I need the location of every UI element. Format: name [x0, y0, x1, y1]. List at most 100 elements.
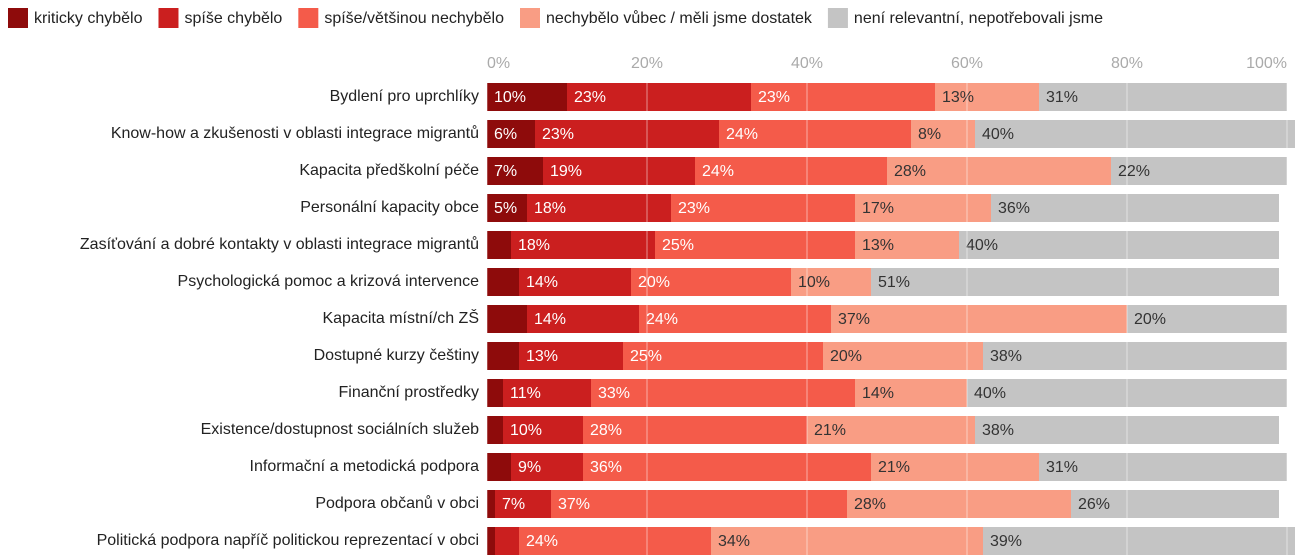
data-label: 13% [942, 89, 974, 106]
data-label: 13% [862, 237, 894, 254]
bar-segment [487, 527, 495, 555]
legend-label: nechybělo vůbec / měli jsme dostatek [546, 9, 813, 27]
data-label: 24% [726, 126, 758, 143]
data-label: 24% [526, 533, 558, 550]
data-label: 25% [662, 237, 694, 254]
data-label: 23% [574, 89, 606, 106]
bar-segment [487, 305, 527, 333]
bar-segment [495, 527, 519, 555]
bar-segment [1127, 305, 1287, 333]
data-label: 51% [878, 274, 910, 291]
data-label: 11% [510, 385, 541, 402]
data-label: 23% [542, 126, 574, 143]
data-label: 18% [534, 200, 566, 217]
bar-segment [519, 342, 623, 370]
data-label: 38% [990, 348, 1022, 365]
category-label: Kapacita místní/ch ZŠ [322, 308, 479, 327]
bar-segment [1071, 490, 1279, 518]
bar-segment [519, 527, 711, 555]
data-label: 23% [758, 89, 790, 106]
bar-segment [591, 379, 855, 407]
data-label: 25% [630, 348, 662, 365]
data-label: 14% [526, 274, 558, 291]
category-label: Politická podpora napříč politickou repr… [97, 532, 479, 549]
legend-swatch [158, 8, 179, 28]
legend-swatch [298, 8, 319, 28]
bar-segment [535, 120, 719, 148]
bar-segment [1039, 453, 1287, 481]
bar-segment [527, 305, 639, 333]
legend-label: spíše/většinou nechybělo [324, 10, 504, 27]
category-label: Psychologická pomoc a krizová intervence [178, 273, 480, 290]
bar-segment [487, 194, 527, 222]
data-label: 9% [518, 459, 541, 476]
bar-segment [519, 268, 631, 296]
x-tick-label: 60% [951, 55, 983, 72]
category-label: Informační a metodická podpora [250, 458, 480, 475]
legend-label: není relevantní, nepotřebovali jsme [854, 10, 1103, 27]
bar-segment [511, 231, 655, 259]
bar-segment [871, 453, 1039, 481]
bar-segment [887, 157, 1111, 185]
data-label: 36% [998, 200, 1030, 217]
data-label: 17% [862, 200, 894, 217]
x-tick-label: 40% [791, 55, 823, 72]
legend-label: spíše chybělo [184, 10, 282, 27]
data-label: 10% [798, 274, 830, 291]
bar-segment [871, 268, 1279, 296]
legend-swatch [827, 8, 848, 28]
bar-segment [583, 453, 871, 481]
bar-segment [511, 453, 583, 481]
bar-segment [975, 120, 1295, 148]
bar-segment [807, 416, 975, 444]
bar-segment [1039, 83, 1287, 111]
bar-segment [487, 453, 511, 481]
bar-segment [959, 231, 1279, 259]
data-label: 28% [854, 496, 886, 513]
bar-segment [487, 490, 495, 518]
bar-segment [487, 379, 503, 407]
data-label: 39% [990, 533, 1022, 550]
bar-segment [487, 268, 519, 296]
data-label: 23% [678, 200, 710, 217]
bar-segment [639, 305, 831, 333]
data-label: 13% [526, 348, 558, 365]
bar-segment [935, 83, 1039, 111]
x-tick-label: 80% [1111, 55, 1143, 72]
data-label: 26% [1078, 496, 1110, 513]
data-label: 10% [510, 422, 542, 439]
category-label: Existence/dostupnost sociálních služeb [201, 421, 479, 438]
bar-segment [751, 83, 935, 111]
data-label: 33% [598, 385, 630, 402]
data-label: 10% [494, 89, 526, 106]
data-label: 36% [590, 459, 622, 476]
bar-segment [487, 231, 511, 259]
data-label: 7% [502, 496, 525, 513]
data-label: 37% [558, 496, 590, 513]
category-label: Bydlení pro uprchlíky [330, 88, 479, 105]
bar-segment [631, 268, 791, 296]
bar-segment [503, 416, 583, 444]
bar-segment [671, 194, 855, 222]
x-tick-label: 100% [1246, 55, 1287, 72]
data-label: 40% [974, 385, 1006, 402]
data-label: 6% [494, 126, 517, 143]
data-label: 14% [534, 311, 566, 328]
bar-segment [695, 157, 887, 185]
bar-segment [983, 342, 1287, 370]
data-label: 31% [1046, 89, 1078, 106]
category-label: Finanční prostředky [338, 384, 479, 401]
data-label: 37% [838, 311, 870, 328]
bar-segment [487, 342, 519, 370]
data-label: 38% [982, 422, 1014, 439]
legend-swatch [520, 8, 540, 28]
data-label: 20% [830, 348, 862, 365]
data-label: 22% [1118, 163, 1150, 180]
legend-label: kriticky chybělo [34, 10, 143, 27]
bar-segment [983, 527, 1295, 555]
data-label: 21% [878, 459, 910, 476]
bar-segment [823, 342, 983, 370]
bar-segment [711, 527, 983, 555]
bar-segment [487, 120, 535, 148]
